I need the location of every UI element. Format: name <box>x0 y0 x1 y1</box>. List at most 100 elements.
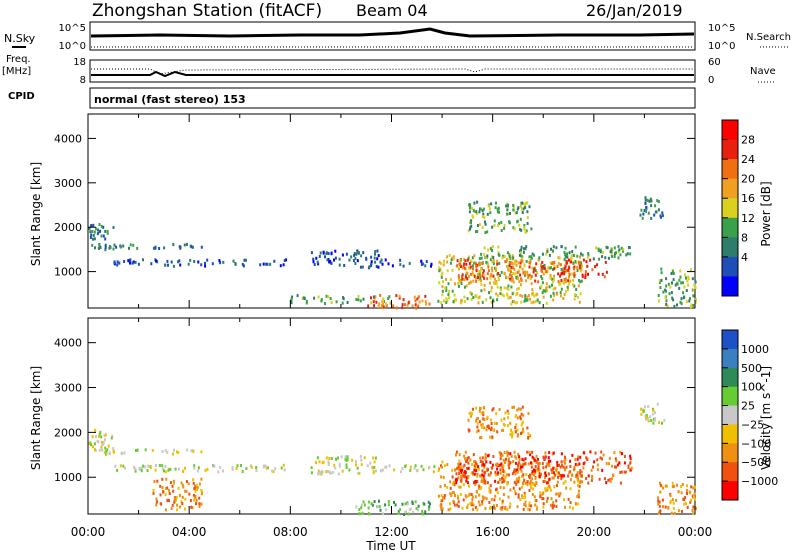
echo-cell <box>563 250 566 254</box>
echo-cell <box>385 508 387 512</box>
echo-cell <box>519 467 522 471</box>
echo-cell <box>506 481 509 485</box>
echo-cell <box>144 448 147 452</box>
echo-cell <box>494 494 497 498</box>
echo-cell <box>430 264 432 268</box>
echo-cell <box>414 464 417 468</box>
echo-cell <box>134 467 137 471</box>
echo-cell <box>567 258 570 262</box>
echo-cell <box>343 264 346 267</box>
echo-cell <box>193 487 196 491</box>
echo-cell <box>110 436 113 440</box>
echo-cell <box>594 451 597 455</box>
echo-cell <box>562 481 565 485</box>
echo-cell <box>483 220 486 224</box>
echo-cell <box>507 416 510 420</box>
echo-cell <box>671 485 674 489</box>
echo-cell <box>499 468 502 472</box>
echo-cell <box>494 473 497 477</box>
echo-cell <box>330 261 333 265</box>
echo-cell <box>467 418 470 422</box>
echo-cell <box>341 469 344 473</box>
echo-cell <box>558 282 561 286</box>
echo-cell <box>195 498 198 502</box>
echo-cell <box>520 254 523 258</box>
echo-cell <box>88 442 91 446</box>
echo-cell <box>623 470 626 474</box>
echo-cell <box>508 466 511 470</box>
echo-cell <box>375 265 378 268</box>
echo-cell <box>192 449 195 453</box>
echo-cell <box>465 284 468 288</box>
echo-cell <box>610 253 613 257</box>
echo-cell <box>661 421 663 425</box>
echo-cell <box>344 455 347 459</box>
echo-cell <box>511 261 514 265</box>
echo-cell <box>486 467 489 471</box>
echo-cell <box>539 491 542 495</box>
echo-cell <box>556 460 559 464</box>
echo-cell <box>483 426 486 430</box>
nave-tick-bottom: 0 <box>708 75 714 86</box>
echo-cell <box>489 435 491 439</box>
echo-cell <box>495 487 498 491</box>
echo-cell <box>481 300 484 304</box>
echo-cell <box>459 485 462 489</box>
echo-cell <box>577 489 580 493</box>
echo-cell <box>525 229 528 233</box>
echo-cell <box>362 500 365 504</box>
echo-cell <box>491 260 494 264</box>
echo-cell <box>439 268 442 272</box>
echo-cell <box>572 261 575 265</box>
echo-cell <box>525 473 528 477</box>
echo-cell <box>516 505 519 509</box>
echo-cell <box>370 264 373 267</box>
echo-cell <box>541 277 544 281</box>
echo-cell <box>526 295 529 299</box>
echo-cell <box>467 266 470 270</box>
echo-cell <box>539 286 542 290</box>
echo-cell <box>371 503 374 507</box>
echo-cell <box>534 476 537 480</box>
echo-cell <box>660 278 663 282</box>
echo-cell <box>629 252 632 256</box>
echo-cell <box>540 263 542 267</box>
echo-cell <box>548 477 551 481</box>
echo-cell <box>123 260 126 263</box>
echo-cell <box>150 262 153 266</box>
colorbar-tick-label: 4 <box>741 251 748 264</box>
echo-cell <box>531 470 534 474</box>
echo-cell <box>619 470 622 474</box>
echo-cell <box>544 487 547 491</box>
echo-cell <box>517 461 520 465</box>
echo-cell <box>401 303 404 307</box>
echo-cell <box>151 448 154 452</box>
echo-cell <box>569 279 572 283</box>
echo-cell <box>467 466 470 470</box>
echo-cell <box>315 461 317 465</box>
echo-cell <box>358 512 361 516</box>
echo-cell <box>660 267 663 271</box>
echo-cell <box>425 260 428 263</box>
echo-cell <box>357 294 360 298</box>
echo-cell <box>387 503 390 507</box>
colorbar-frame <box>721 119 739 297</box>
echo-cell <box>200 263 203 267</box>
echo-cell <box>576 269 579 273</box>
echo-cell <box>597 272 600 276</box>
echo-cell <box>527 412 530 416</box>
echo-cell <box>416 297 419 301</box>
echo-cell <box>502 470 505 474</box>
echo-cell <box>575 473 578 477</box>
echo-cell <box>165 477 168 481</box>
echo-cell <box>176 508 179 512</box>
echo-cell <box>170 507 173 510</box>
echo-cell <box>580 470 583 474</box>
echo-cell <box>545 252 548 256</box>
echo-cell <box>530 282 533 286</box>
echo-cell <box>470 471 473 475</box>
echo-cell <box>196 469 199 473</box>
echo-cell <box>437 469 440 473</box>
echo-cell <box>566 252 569 256</box>
